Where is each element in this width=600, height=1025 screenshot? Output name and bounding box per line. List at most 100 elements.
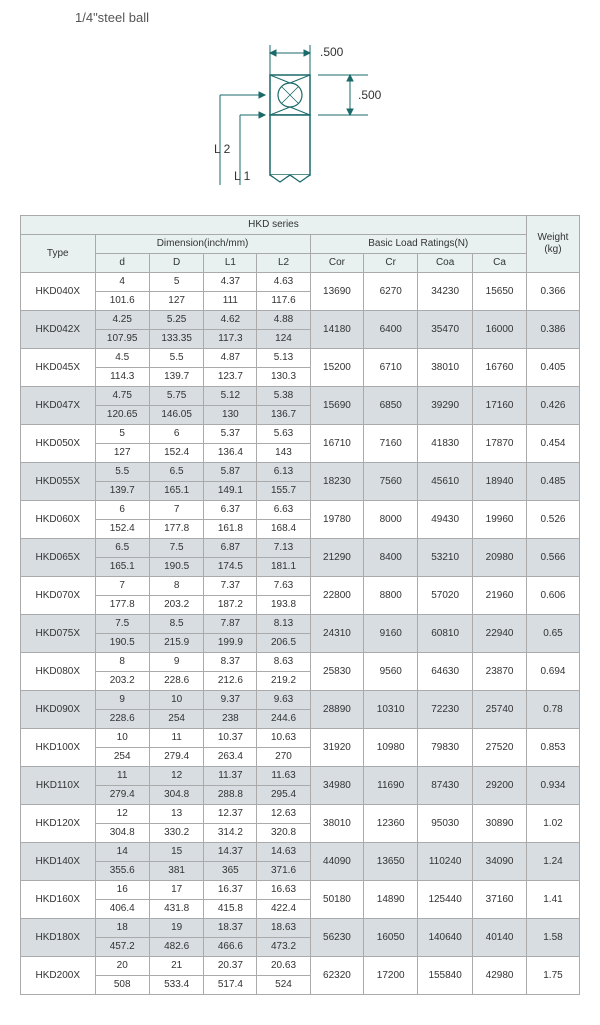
cell-D-mm: 133.35 xyxy=(149,330,203,349)
cell-L1: 6.87 xyxy=(204,539,257,558)
cell-L1: 4.87 xyxy=(204,349,257,368)
table-row: HKD090X9109.379.63288901031072230257400.… xyxy=(21,691,580,710)
table-row: HKD040X454.374.6313690627034230156500.36… xyxy=(21,273,580,292)
cell-type: HKD060X xyxy=(21,501,96,539)
cell-D: 10 xyxy=(149,691,203,710)
cell-Ca: 17160 xyxy=(473,387,527,425)
cell-type: HKD200X xyxy=(21,957,96,995)
cell-d-mm: 177.8 xyxy=(95,596,149,615)
cell-L1: 4.62 xyxy=(204,311,257,330)
cell-Coa: 64630 xyxy=(418,653,473,691)
cell-d: 18 xyxy=(95,919,149,938)
cell-L1: 7.37 xyxy=(204,577,257,596)
cell-L1: 9.37 xyxy=(204,691,257,710)
cell-L1: 11.37 xyxy=(204,767,257,786)
cell-D-mm: 304.8 xyxy=(149,786,203,805)
spec-table: HKD series Weight (kg) Type Dimension(in… xyxy=(20,215,580,995)
cell-L2-mm: 168.4 xyxy=(257,520,310,539)
cell-Cor: 28890 xyxy=(310,691,364,729)
cell-L2: 10.63 xyxy=(257,729,310,748)
cell-L1-mm: 263.4 xyxy=(204,748,257,767)
cell-d-mm: 101.6 xyxy=(95,292,149,311)
cell-d-mm: 508 xyxy=(95,976,149,995)
cell-d-mm: 114.3 xyxy=(95,368,149,387)
cell-Coa: 53210 xyxy=(418,539,473,577)
cell-L2-mm: 422.4 xyxy=(257,900,310,919)
cell-Ca: 30890 xyxy=(473,805,527,843)
cell-L2: 12.63 xyxy=(257,805,310,824)
cell-D-mm: 139.7 xyxy=(149,368,203,387)
cell-d-mm: 203.2 xyxy=(95,672,149,691)
table-row: HKD065X6.57.56.877.132129084005321020980… xyxy=(21,539,580,558)
cell-d-mm: 139.7 xyxy=(95,482,149,501)
cell-Cor: 19780 xyxy=(310,501,364,539)
cell-type: HKD160X xyxy=(21,881,96,919)
cell-d-mm: 228.6 xyxy=(95,710,149,729)
cell-Cr: 6400 xyxy=(364,311,418,349)
table-row: HKD180X181918.3718.635623016050140640401… xyxy=(21,919,580,938)
cell-Cr: 6270 xyxy=(364,273,418,311)
cell-D-mm: 330.2 xyxy=(149,824,203,843)
cell-L2-mm: 130.3 xyxy=(257,368,310,387)
bearing-diagram: .500 .500 L 2 L 1 xyxy=(20,35,580,195)
cell-L2: 4.88 xyxy=(257,311,310,330)
cell-d: 8 xyxy=(95,653,149,672)
cell-L1: 8.37 xyxy=(204,653,257,672)
cell-weight: 1.58 xyxy=(526,919,579,957)
cell-L2: 20.63 xyxy=(257,957,310,976)
col-Cr: Cr xyxy=(364,254,418,273)
cell-D-mm: 165.1 xyxy=(149,482,203,501)
cell-d-mm: 355.6 xyxy=(95,862,149,881)
cell-d: 7 xyxy=(95,577,149,596)
col-D: D xyxy=(149,254,203,273)
cell-Coa: 140640 xyxy=(418,919,473,957)
cell-L2: 18.63 xyxy=(257,919,310,938)
cell-weight: 1.41 xyxy=(526,881,579,919)
cell-Cor: 18230 xyxy=(310,463,364,501)
cell-D: 5.5 xyxy=(149,349,203,368)
col-d: d xyxy=(95,254,149,273)
cell-Coa: 125440 xyxy=(418,881,473,919)
cell-L1: 5.37 xyxy=(204,425,257,444)
cell-D-mm: 482.6 xyxy=(149,938,203,957)
cell-D: 17 xyxy=(149,881,203,900)
cell-L1: 5.87 xyxy=(204,463,257,482)
cell-d-mm: 127 xyxy=(95,444,149,463)
cell-Ca: 23870 xyxy=(473,653,527,691)
cell-Cor: 31920 xyxy=(310,729,364,767)
table-row: HKD045X4.55.54.875.131520067103801016760… xyxy=(21,349,580,368)
cell-Ca: 20980 xyxy=(473,539,527,577)
cell-D: 5 xyxy=(149,273,203,292)
cell-d: 7.5 xyxy=(95,615,149,634)
cell-D-mm: 152.4 xyxy=(149,444,203,463)
cell-L2-mm: 124 xyxy=(257,330,310,349)
cell-Cr: 17200 xyxy=(364,957,418,995)
cell-Ca: 25740 xyxy=(473,691,527,729)
table-row: HKD200X202120.3720.636232017200155840429… xyxy=(21,957,580,976)
cell-Ca: 18940 xyxy=(473,463,527,501)
cell-weight: 0.694 xyxy=(526,653,579,691)
cell-L1-mm: 174.5 xyxy=(204,558,257,577)
cell-Coa: 39290 xyxy=(418,387,473,425)
cell-Cor: 25830 xyxy=(310,653,364,691)
cell-d-mm: 406.4 xyxy=(95,900,149,919)
cell-D-mm: 228.6 xyxy=(149,672,203,691)
cell-L1-mm: 199.9 xyxy=(204,634,257,653)
cell-L2: 14.63 xyxy=(257,843,310,862)
cell-Ca: 42980 xyxy=(473,957,527,995)
cell-L2-mm: 244.6 xyxy=(257,710,310,729)
cell-Coa: 34230 xyxy=(418,273,473,311)
cell-Coa: 110240 xyxy=(418,843,473,881)
cell-Cr: 8400 xyxy=(364,539,418,577)
cell-L1-mm: 187.2 xyxy=(204,596,257,615)
cell-L1: 18.37 xyxy=(204,919,257,938)
cell-weight: 0.366 xyxy=(526,273,579,311)
cell-L1-mm: 111 xyxy=(204,292,257,311)
cell-Ca: 16000 xyxy=(473,311,527,349)
cell-Cr: 14890 xyxy=(364,881,418,919)
cell-type: HKD070X xyxy=(21,577,96,615)
cell-weight: 0.426 xyxy=(526,387,579,425)
cell-Cor: 34980 xyxy=(310,767,364,805)
cell-d-mm: 304.8 xyxy=(95,824,149,843)
cell-D-mm: 254 xyxy=(149,710,203,729)
